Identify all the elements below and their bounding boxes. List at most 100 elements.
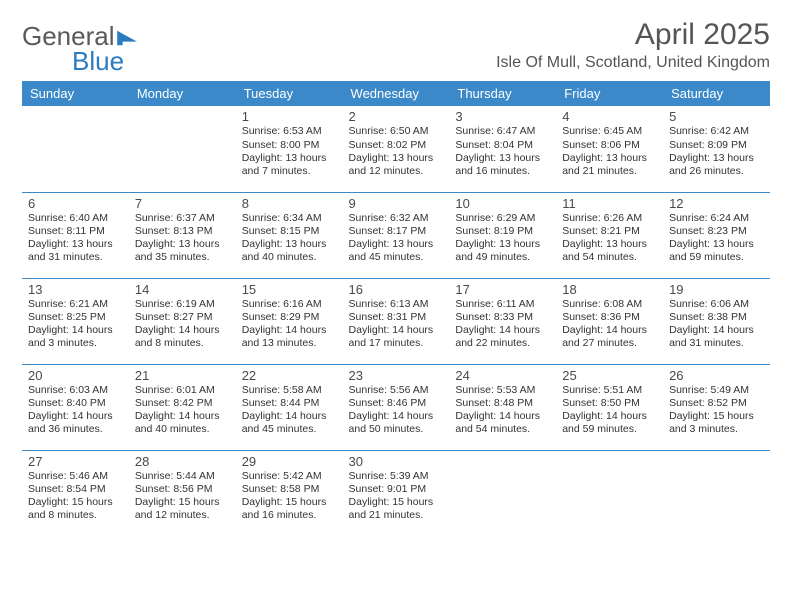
day-info: Sunrise: 6:19 AMSunset: 8:27 PMDaylight:…	[135, 298, 230, 351]
day-info: Sunrise: 6:47 AMSunset: 8:04 PMDaylight:…	[455, 125, 550, 178]
calendar-week: 20Sunrise: 6:03 AMSunset: 8:40 PMDayligh…	[22, 364, 770, 450]
day-info: Sunrise: 6:42 AMSunset: 8:09 PMDaylight:…	[669, 125, 764, 178]
day-number: 16	[349, 282, 444, 297]
day-info: Sunrise: 5:42 AMSunset: 8:58 PMDaylight:…	[242, 470, 337, 523]
day-info: Sunrise: 6:21 AMSunset: 8:25 PMDaylight:…	[28, 298, 123, 351]
calendar-day: 1Sunrise: 6:53 AMSunset: 8:00 PMDaylight…	[236, 106, 343, 192]
day-info: Sunrise: 5:49 AMSunset: 8:52 PMDaylight:…	[669, 384, 764, 437]
calendar-day: 26Sunrise: 5:49 AMSunset: 8:52 PMDayligh…	[663, 364, 770, 450]
day-number: 18	[562, 282, 657, 297]
day-info: Sunrise: 6:34 AMSunset: 8:15 PMDaylight:…	[242, 212, 337, 265]
day-number: 19	[669, 282, 764, 297]
day-number: 30	[349, 454, 444, 469]
calendar-day-empty	[556, 450, 663, 536]
logo-flag-icon	[117, 29, 139, 47]
calendar-day: 5Sunrise: 6:42 AMSunset: 8:09 PMDaylight…	[663, 106, 770, 192]
title-block: April 2025 Isle Of Mull, Scotland, Unite…	[496, 18, 770, 72]
calendar-day: 22Sunrise: 5:58 AMSunset: 8:44 PMDayligh…	[236, 364, 343, 450]
day-number: 25	[562, 368, 657, 383]
day-info: Sunrise: 6:16 AMSunset: 8:29 PMDaylight:…	[242, 298, 337, 351]
day-info: Sunrise: 6:53 AMSunset: 8:00 PMDaylight:…	[242, 125, 337, 178]
day-number: 28	[135, 454, 230, 469]
calendar-day: 17Sunrise: 6:11 AMSunset: 8:33 PMDayligh…	[449, 278, 556, 364]
calendar-day: 12Sunrise: 6:24 AMSunset: 8:23 PMDayligh…	[663, 192, 770, 278]
day-info: Sunrise: 5:58 AMSunset: 8:44 PMDaylight:…	[242, 384, 337, 437]
calendar-week: 13Sunrise: 6:21 AMSunset: 8:25 PMDayligh…	[22, 278, 770, 364]
day-number: 2	[349, 109, 444, 124]
day-number: 7	[135, 196, 230, 211]
day-number: 20	[28, 368, 123, 383]
day-info: Sunrise: 6:01 AMSunset: 8:42 PMDaylight:…	[135, 384, 230, 437]
day-header: Wednesday	[343, 81, 450, 106]
day-number: 9	[349, 196, 444, 211]
day-header: Monday	[129, 81, 236, 106]
day-header: Tuesday	[236, 81, 343, 106]
day-number: 23	[349, 368, 444, 383]
day-info: Sunrise: 6:03 AMSunset: 8:40 PMDaylight:…	[28, 384, 123, 437]
calendar-day: 4Sunrise: 6:45 AMSunset: 8:06 PMDaylight…	[556, 106, 663, 192]
calendar-week: 6Sunrise: 6:40 AMSunset: 8:11 PMDaylight…	[22, 192, 770, 278]
header: GeneralBlue April 2025 Isle Of Mull, Sco…	[22, 18, 770, 73]
day-info: Sunrise: 6:11 AMSunset: 8:33 PMDaylight:…	[455, 298, 550, 351]
calendar-day: 16Sunrise: 6:13 AMSunset: 8:31 PMDayligh…	[343, 278, 450, 364]
location: Isle Of Mull, Scotland, United Kingdom	[496, 54, 770, 72]
day-info: Sunrise: 6:08 AMSunset: 8:36 PMDaylight:…	[562, 298, 657, 351]
calendar-day: 18Sunrise: 6:08 AMSunset: 8:36 PMDayligh…	[556, 278, 663, 364]
day-info: Sunrise: 6:26 AMSunset: 8:21 PMDaylight:…	[562, 212, 657, 265]
day-info: Sunrise: 6:06 AMSunset: 8:38 PMDaylight:…	[669, 298, 764, 351]
day-info: Sunrise: 5:56 AMSunset: 8:46 PMDaylight:…	[349, 384, 444, 437]
day-number: 15	[242, 282, 337, 297]
day-number: 10	[455, 196, 550, 211]
day-number: 29	[242, 454, 337, 469]
day-number: 24	[455, 368, 550, 383]
calendar-day: 9Sunrise: 6:32 AMSunset: 8:17 PMDaylight…	[343, 192, 450, 278]
calendar-day: 27Sunrise: 5:46 AMSunset: 8:54 PMDayligh…	[22, 450, 129, 536]
calendar-day: 3Sunrise: 6:47 AMSunset: 8:04 PMDaylight…	[449, 106, 556, 192]
day-info: Sunrise: 6:32 AMSunset: 8:17 PMDaylight:…	[349, 212, 444, 265]
calendar-table: SundayMondayTuesdayWednesdayThursdayFrid…	[22, 81, 770, 536]
day-number: 26	[669, 368, 764, 383]
calendar-day: 30Sunrise: 5:39 AMSunset: 9:01 PMDayligh…	[343, 450, 450, 536]
calendar-day: 8Sunrise: 6:34 AMSunset: 8:15 PMDaylight…	[236, 192, 343, 278]
day-info: Sunrise: 5:46 AMSunset: 8:54 PMDaylight:…	[28, 470, 123, 523]
month-title: April 2025	[496, 18, 770, 52]
logo-text-2: Blue	[72, 46, 124, 76]
day-number: 14	[135, 282, 230, 297]
calendar-day-empty	[129, 106, 236, 192]
day-number: 1	[242, 109, 337, 124]
day-info: Sunrise: 6:24 AMSunset: 8:23 PMDaylight:…	[669, 212, 764, 265]
calendar-week: 1Sunrise: 6:53 AMSunset: 8:00 PMDaylight…	[22, 106, 770, 192]
day-number: 13	[28, 282, 123, 297]
day-number: 17	[455, 282, 550, 297]
day-info: Sunrise: 5:44 AMSunset: 8:56 PMDaylight:…	[135, 470, 230, 523]
day-info: Sunrise: 6:29 AMSunset: 8:19 PMDaylight:…	[455, 212, 550, 265]
day-number: 11	[562, 196, 657, 211]
day-number: 8	[242, 196, 337, 211]
calendar-day: 2Sunrise: 6:50 AMSunset: 8:02 PMDaylight…	[343, 106, 450, 192]
calendar-day: 10Sunrise: 6:29 AMSunset: 8:19 PMDayligh…	[449, 192, 556, 278]
day-header: Thursday	[449, 81, 556, 106]
calendar-day-empty	[663, 450, 770, 536]
calendar-day: 25Sunrise: 5:51 AMSunset: 8:50 PMDayligh…	[556, 364, 663, 450]
day-info: Sunrise: 5:39 AMSunset: 9:01 PMDaylight:…	[349, 470, 444, 523]
day-info: Sunrise: 6:13 AMSunset: 8:31 PMDaylight:…	[349, 298, 444, 351]
calendar-day: 14Sunrise: 6:19 AMSunset: 8:27 PMDayligh…	[129, 278, 236, 364]
day-header: Sunday	[22, 81, 129, 106]
calendar-day: 29Sunrise: 5:42 AMSunset: 8:58 PMDayligh…	[236, 450, 343, 536]
day-number: 4	[562, 109, 657, 124]
calendar-day: 15Sunrise: 6:16 AMSunset: 8:29 PMDayligh…	[236, 278, 343, 364]
calendar-day: 28Sunrise: 5:44 AMSunset: 8:56 PMDayligh…	[129, 450, 236, 536]
calendar-week: 27Sunrise: 5:46 AMSunset: 8:54 PMDayligh…	[22, 450, 770, 536]
calendar-day: 23Sunrise: 5:56 AMSunset: 8:46 PMDayligh…	[343, 364, 450, 450]
calendar-day: 19Sunrise: 6:06 AMSunset: 8:38 PMDayligh…	[663, 278, 770, 364]
day-info: Sunrise: 5:51 AMSunset: 8:50 PMDaylight:…	[562, 384, 657, 437]
calendar-day-empty	[22, 106, 129, 192]
day-number: 3	[455, 109, 550, 124]
calendar-day-empty	[449, 450, 556, 536]
calendar-day: 24Sunrise: 5:53 AMSunset: 8:48 PMDayligh…	[449, 364, 556, 450]
day-info: Sunrise: 5:53 AMSunset: 8:48 PMDaylight:…	[455, 384, 550, 437]
day-of-week-row: SundayMondayTuesdayWednesdayThursdayFrid…	[22, 81, 770, 106]
calendar-day: 13Sunrise: 6:21 AMSunset: 8:25 PMDayligh…	[22, 278, 129, 364]
day-info: Sunrise: 6:40 AMSunset: 8:11 PMDaylight:…	[28, 212, 123, 265]
day-header: Friday	[556, 81, 663, 106]
